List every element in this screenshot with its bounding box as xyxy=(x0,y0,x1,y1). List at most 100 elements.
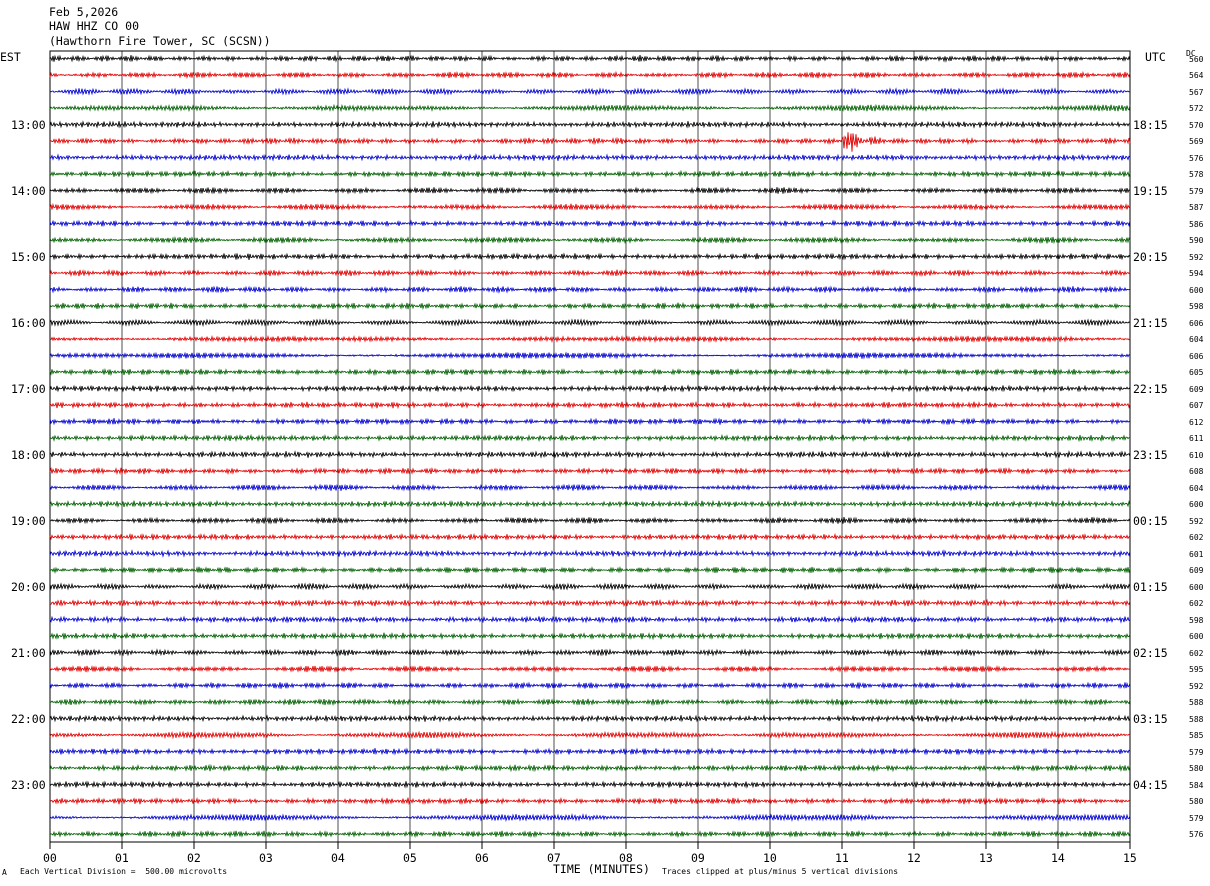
dc-value-label: 579 xyxy=(1189,813,1204,823)
trace-line xyxy=(49,450,1131,459)
dc-value-label: 608 xyxy=(1189,467,1204,476)
trace-line xyxy=(49,318,1131,328)
x-tick-label: 03 xyxy=(259,851,273,865)
dc-value-label: 570 xyxy=(1189,120,1204,130)
trace-line xyxy=(49,516,1131,525)
est-hour-label: 14:00 xyxy=(11,183,46,198)
x-tick-label: 05 xyxy=(403,851,417,865)
header-date: Feb 5,2026 xyxy=(49,5,119,19)
trace-line xyxy=(49,433,1131,443)
x-tick-label: 00 xyxy=(43,851,57,865)
est-hour-label: 21:00 xyxy=(11,645,46,660)
dc-column-label: DC xyxy=(1186,49,1196,58)
dc-value-label: 580 xyxy=(1189,797,1204,806)
dc-value-label: 610 xyxy=(1189,450,1204,460)
dc-value-label: 585 xyxy=(1189,731,1204,740)
trace-line xyxy=(49,615,1131,624)
header-site: (Hawthorn Fire Tower, SC (SCSN)) xyxy=(49,34,271,48)
dc-value-label: 600 xyxy=(1189,632,1204,641)
trace-line xyxy=(49,301,1131,311)
est-hour-label: 22:00 xyxy=(11,711,46,726)
x-axis-label: TIME (MINUTES) xyxy=(553,862,650,876)
x-tick-label: 12 xyxy=(907,851,921,865)
trace-line xyxy=(49,351,1131,360)
dc-value-label: 579 xyxy=(1189,186,1204,196)
x-tick-label: 09 xyxy=(691,851,705,865)
dc-value-label: 586 xyxy=(1189,219,1204,229)
trace-line xyxy=(49,681,1131,690)
trace-line xyxy=(49,103,1131,113)
dc-value-label: 600 xyxy=(1189,500,1204,509)
est-hour-label: 17:00 xyxy=(11,381,46,396)
utc-hour-label: 01:15 xyxy=(1133,579,1168,594)
dc-value-label: 600 xyxy=(1189,582,1204,592)
right-timezone-label: UTC xyxy=(1145,50,1166,64)
trace-line xyxy=(49,499,1131,509)
dc-value-label: 606 xyxy=(1189,351,1204,361)
dc-value-label: 564 xyxy=(1189,71,1204,80)
dc-value-label: 606 xyxy=(1189,318,1204,328)
trace-line xyxy=(49,780,1131,789)
trace-line xyxy=(49,697,1131,707)
trace-line xyxy=(49,252,1131,261)
utc-hour-label: 03:15 xyxy=(1133,711,1168,726)
dc-value-label: 579 xyxy=(1189,747,1204,757)
dc-value-label: 609 xyxy=(1189,566,1204,575)
trace-line xyxy=(49,202,1131,212)
dc-value-label: 598 xyxy=(1189,302,1204,311)
utc-hour-label: 21:15 xyxy=(1133,315,1168,330)
trace-line xyxy=(49,532,1131,542)
dc-value-label: 600 xyxy=(1189,285,1204,295)
x-tick-label: 11 xyxy=(835,851,849,865)
x-tick-label: 04 xyxy=(331,851,345,865)
utc-hour-label: 04:15 xyxy=(1133,777,1168,792)
trace-line xyxy=(49,153,1131,162)
dc-value-label: 588 xyxy=(1189,714,1204,724)
utc-hour-label: 22:15 xyxy=(1133,381,1168,396)
utc-hour-label: 23:15 xyxy=(1133,447,1168,462)
est-hour-label: 19:00 xyxy=(11,513,46,528)
trace-line xyxy=(49,87,1131,97)
trace-line xyxy=(49,549,1131,558)
dc-value-label: 604 xyxy=(1189,335,1204,344)
trace-line xyxy=(49,730,1131,740)
trace-line xyxy=(49,813,1131,823)
dc-value-label: 567 xyxy=(1189,87,1204,97)
scale-note: Each Vertical Division = 500.00 microvol… xyxy=(20,867,228,876)
trace-line xyxy=(49,714,1131,723)
trace-line xyxy=(49,796,1131,806)
trace-line xyxy=(49,483,1131,492)
utc-hour-label: 18:15 xyxy=(1133,117,1168,132)
trace-line xyxy=(49,186,1131,195)
trace-line xyxy=(49,417,1131,426)
utc-hour-label: 20:15 xyxy=(1133,249,1168,264)
trace-line xyxy=(49,747,1131,756)
trace-line xyxy=(49,285,1131,294)
dc-value-label: 576 xyxy=(1189,153,1204,163)
dc-value-label: 598 xyxy=(1189,615,1204,625)
dc-value-label: 607 xyxy=(1189,401,1204,410)
trace-line xyxy=(49,334,1131,344)
x-tick-label: 02 xyxy=(187,851,201,865)
dc-value-label: 594 xyxy=(1189,269,1204,278)
trace-line xyxy=(49,830,1131,839)
trace-line xyxy=(49,367,1131,377)
trace-line xyxy=(49,384,1131,393)
x-tick-label: 07 xyxy=(547,851,561,865)
dc-value-label: 595 xyxy=(1189,665,1204,674)
est-hour-label: 23:00 xyxy=(11,777,46,792)
plot-frame xyxy=(49,50,1131,843)
x-tick-label: 14 xyxy=(1051,851,1065,865)
x-tick-label: 06 xyxy=(475,851,489,865)
trace-line xyxy=(49,665,1131,673)
trace-line xyxy=(49,70,1131,80)
dc-value-label: 580 xyxy=(1189,764,1204,773)
dc-value-label: 592 xyxy=(1189,681,1204,691)
dc-value-label: 572 xyxy=(1189,104,1204,113)
dc-value-label: 592 xyxy=(1189,252,1204,262)
trace-line xyxy=(49,219,1131,228)
trace-line xyxy=(49,120,1131,129)
dc-value-label: 602 xyxy=(1189,533,1204,542)
footer-mark: A xyxy=(2,868,7,877)
